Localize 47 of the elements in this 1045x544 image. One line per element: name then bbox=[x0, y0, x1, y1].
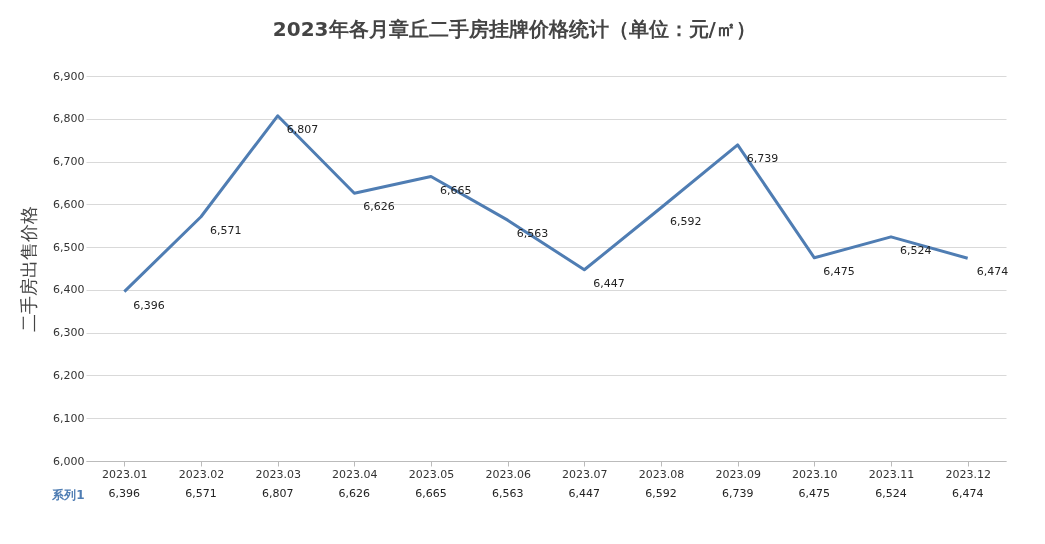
data-label: 6,592 bbox=[645, 487, 677, 500]
text: 系列1 bbox=[51, 487, 85, 502]
data-label: 6,807 bbox=[261, 487, 294, 500]
y-tick-label: 6,400 bbox=[53, 283, 85, 297]
text: 6,396 bbox=[133, 298, 165, 312]
line-series bbox=[122, 114, 970, 294]
text: 6,474 bbox=[976, 265, 1009, 279]
data-label: 6,396 bbox=[108, 487, 141, 500]
data-label: 6,626 bbox=[338, 487, 371, 500]
data-label: 6,447 bbox=[568, 487, 601, 500]
data-label: 6,739 bbox=[721, 487, 754, 500]
y-tick-label: 6,000 bbox=[53, 454, 85, 468]
x-tick-label: 2023.02 bbox=[178, 467, 225, 481]
x-tick-label: 2023.11 bbox=[868, 467, 915, 481]
y-tick-label: 6,700 bbox=[53, 155, 85, 169]
text: 6,592 bbox=[670, 214, 702, 228]
x-tick-label: 2023.01 bbox=[102, 467, 148, 481]
data-label: 6,475 bbox=[798, 487, 831, 500]
text: 6,524 bbox=[900, 243, 932, 257]
x-tick-label: 2023.05 bbox=[408, 467, 455, 481]
x-tick-label: 2023.03 bbox=[255, 467, 301, 481]
y-tick-label: 6,500 bbox=[53, 240, 85, 254]
x-tick-label: 2023.08 bbox=[638, 467, 685, 481]
y-axis-title: 二手房出售价格 bbox=[18, 206, 40, 332]
x-tick-label: 2023.12 bbox=[945, 467, 991, 481]
x-tick-label: 2023.10 bbox=[792, 467, 838, 481]
y-tick-label: 6,200 bbox=[53, 368, 85, 382]
text: 6,447 bbox=[593, 276, 625, 290]
y-tick-label: 6,900 bbox=[53, 69, 85, 83]
data-label: 6,571 bbox=[185, 487, 217, 500]
y-tick-label: 6,800 bbox=[53, 112, 85, 126]
x-tick-label: 2023.04 bbox=[332, 467, 378, 481]
data-label: 6,474 bbox=[951, 487, 984, 500]
x-tick-label: 2023.06 bbox=[485, 467, 531, 481]
x-tick-label: 2023.09 bbox=[715, 467, 761, 481]
data-label: 6,563 bbox=[491, 487, 524, 500]
text: 6,571 bbox=[210, 223, 242, 237]
y-tick-label: 6,100 bbox=[53, 411, 85, 425]
data-label: 6,665 bbox=[415, 487, 447, 500]
chart-title: 2023年各月章丘二手房挂牌价格统计（单位：元/㎡） bbox=[272, 17, 756, 41]
y-tick-label: 6,300 bbox=[53, 326, 85, 340]
y-tick-label: 6,600 bbox=[53, 197, 85, 211]
data-label: 6,524 bbox=[875, 487, 907, 500]
text: 6,739 bbox=[746, 151, 779, 165]
x-tick-label: 2023.07 bbox=[562, 467, 608, 481]
text: 6,626 bbox=[363, 200, 395, 214]
text: 6,475 bbox=[823, 264, 855, 278]
